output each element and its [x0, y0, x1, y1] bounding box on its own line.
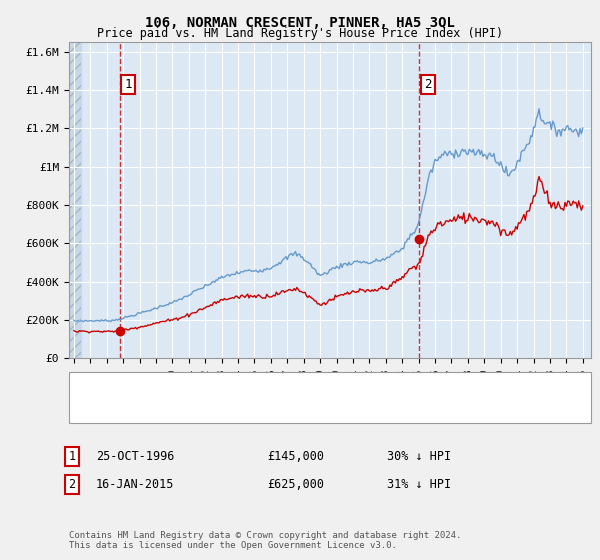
Text: 2: 2	[68, 478, 76, 491]
Text: 16-JAN-2015: 16-JAN-2015	[96, 478, 175, 491]
Text: 2: 2	[424, 78, 431, 91]
Text: £145,000: £145,000	[267, 450, 324, 463]
Text: Price paid vs. HM Land Registry's House Price Index (HPI): Price paid vs. HM Land Registry's House …	[97, 27, 503, 40]
Bar	[69, 42, 81, 358]
Text: Contains HM Land Registry data © Crown copyright and database right 2024.
This d: Contains HM Land Registry data © Crown c…	[69, 531, 461, 550]
Text: £625,000: £625,000	[267, 478, 324, 491]
Text: 106, NORMAN CRESCENT, PINNER, HA5 3QL (detached house): 106, NORMAN CRESCENT, PINNER, HA5 3QL (d…	[120, 380, 458, 390]
Text: HPI: Average price, detached house, Harrow: HPI: Average price, detached house, Harr…	[120, 405, 383, 416]
Text: 1: 1	[124, 78, 132, 91]
Text: 106, NORMAN CRESCENT, PINNER, HA5 3QL: 106, NORMAN CRESCENT, PINNER, HA5 3QL	[145, 16, 455, 30]
Bar	[69, 42, 81, 358]
Text: 1: 1	[68, 450, 76, 463]
Text: 31% ↓ HPI: 31% ↓ HPI	[387, 478, 451, 491]
Text: 25-OCT-1996: 25-OCT-1996	[96, 450, 175, 463]
Text: 30% ↓ HPI: 30% ↓ HPI	[387, 450, 451, 463]
